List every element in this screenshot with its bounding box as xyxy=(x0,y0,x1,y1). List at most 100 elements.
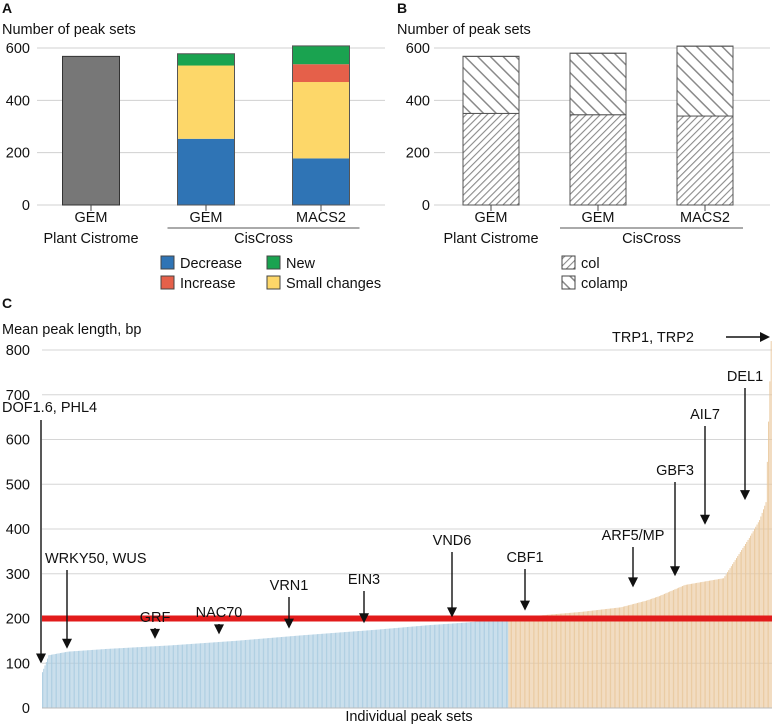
c-bar xyxy=(234,640,236,708)
c-bar xyxy=(239,640,241,708)
c-bar xyxy=(566,613,568,708)
c-bar xyxy=(743,546,745,708)
c-bar xyxy=(545,614,547,708)
c-bar xyxy=(110,648,112,708)
c-bar xyxy=(273,637,275,708)
a-y-tick-label: 600 xyxy=(6,41,30,57)
c-bar xyxy=(251,639,253,708)
c-bar xyxy=(707,580,709,708)
c-bar xyxy=(442,624,444,708)
c-bar xyxy=(463,622,465,708)
c-bar xyxy=(766,461,768,708)
c-bar xyxy=(237,640,239,708)
c-annotation-label: NAC70 xyxy=(196,605,243,621)
c-bar xyxy=(281,637,282,708)
c-bar xyxy=(200,643,201,708)
c-bar xyxy=(667,592,669,708)
c-bar xyxy=(161,645,163,708)
c-bar xyxy=(383,629,385,708)
c-bar xyxy=(759,520,761,708)
c-bar xyxy=(138,647,140,708)
c-bar xyxy=(306,634,308,708)
c-bar xyxy=(210,642,212,708)
c-bar xyxy=(238,640,240,708)
c-bar xyxy=(421,625,423,708)
a-bar-segment-small-changes xyxy=(292,82,350,159)
c-bar xyxy=(675,588,677,708)
c-bar xyxy=(103,649,105,708)
c-bar xyxy=(535,615,537,708)
c-bar xyxy=(94,649,96,708)
c-bar xyxy=(59,653,61,708)
c-bar xyxy=(198,643,200,708)
c-bar xyxy=(328,633,330,708)
c-bar xyxy=(455,623,457,708)
c-bar xyxy=(526,616,528,708)
c-bar xyxy=(171,645,173,708)
c-bar xyxy=(104,649,106,708)
a-legend-swatch xyxy=(160,255,175,270)
c-bar xyxy=(615,607,617,708)
c-bar xyxy=(536,615,538,708)
a-bar-total xyxy=(62,55,120,206)
c-bar xyxy=(719,578,721,708)
c-bar xyxy=(261,638,263,708)
c-bar xyxy=(317,634,318,708)
c-bar xyxy=(360,630,362,708)
c-bar xyxy=(230,641,232,708)
c-bar xyxy=(404,627,406,708)
c-bar xyxy=(315,634,317,708)
c-bar xyxy=(72,651,74,708)
c-bar xyxy=(449,623,451,708)
b-y-tick-label: 200 xyxy=(406,146,430,162)
c-bar xyxy=(670,591,672,708)
c-bar xyxy=(228,641,230,708)
c-bar xyxy=(63,652,65,708)
c-bar xyxy=(364,630,366,708)
c-bar xyxy=(170,645,172,708)
c-bar xyxy=(557,613,559,708)
panel-c-letter: C xyxy=(2,295,12,311)
c-bar xyxy=(561,613,563,708)
c-y-tick-label: 100 xyxy=(6,656,30,672)
c-bar xyxy=(706,581,708,708)
c-bar xyxy=(337,632,339,708)
panel-b-bars xyxy=(462,45,734,206)
panel-a-chart: A Number of peak sets 0 200 400 600 GEM GEM M… xyxy=(2,0,385,292)
c-bar xyxy=(349,631,351,708)
c-bar xyxy=(559,613,561,708)
c-bar xyxy=(125,647,127,708)
c-bar xyxy=(381,629,383,708)
panel-b-x-ticks: GEM GEM MACS2 xyxy=(474,205,730,226)
c-bar xyxy=(764,505,766,708)
c-bar xyxy=(742,548,744,708)
c-bar xyxy=(720,578,722,708)
c-bar xyxy=(502,619,504,708)
c-bar xyxy=(484,620,486,708)
c-bar xyxy=(694,583,696,708)
c-bar xyxy=(120,648,122,708)
c-bar xyxy=(514,617,516,708)
a-group-label: CisCross xyxy=(234,231,293,247)
c-bar xyxy=(513,617,515,708)
c-bar xyxy=(763,509,764,708)
c-bar xyxy=(86,650,88,708)
c-bar xyxy=(547,614,548,708)
b-bar-segment-colamp xyxy=(462,55,520,114)
c-bar xyxy=(544,615,546,708)
c-bar xyxy=(610,608,611,708)
c-bar xyxy=(688,584,690,708)
c-bar xyxy=(211,642,213,708)
c-bar xyxy=(68,651,70,708)
c-bar xyxy=(167,645,169,708)
c-bar xyxy=(480,621,482,708)
c-bar xyxy=(593,610,595,708)
c-bar xyxy=(111,648,113,708)
c-bar xyxy=(642,601,644,708)
c-bar xyxy=(718,579,719,708)
c-bar xyxy=(288,636,290,708)
c-bar xyxy=(732,564,734,708)
c-bar xyxy=(729,568,731,708)
c-bar xyxy=(649,599,651,708)
c-annotation-arrowhead xyxy=(284,618,294,629)
